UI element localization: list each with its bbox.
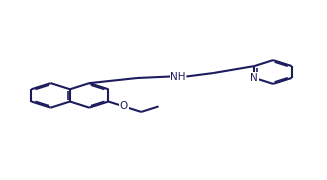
Text: N: N (250, 73, 258, 83)
Text: O: O (120, 101, 128, 111)
Text: NH: NH (170, 71, 186, 82)
